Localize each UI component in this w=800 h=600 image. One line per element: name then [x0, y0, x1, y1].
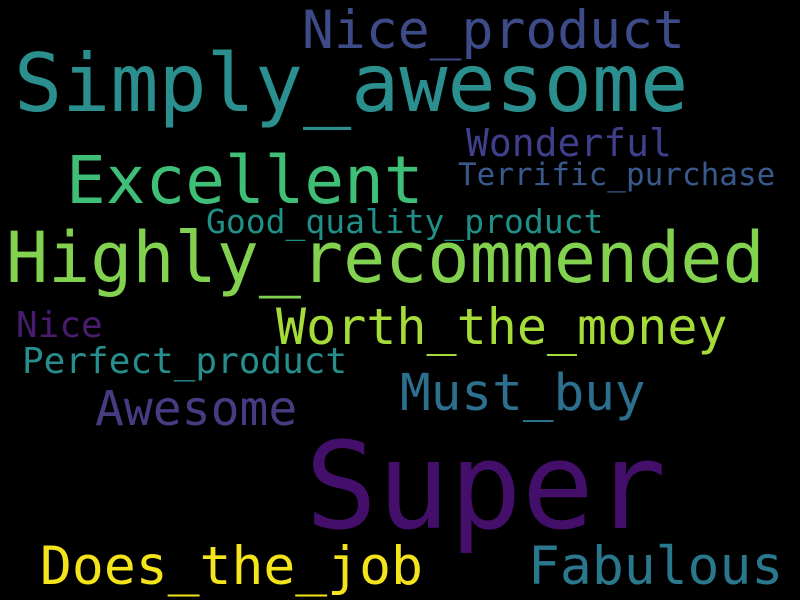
word-fabulous: Fabulous	[528, 536, 784, 597]
word-worth-the-money: Worth_the_money	[276, 298, 728, 356]
word-awesome: Awesome	[95, 381, 298, 437]
word-excellent: Excellent	[66, 142, 424, 219]
word-super: Super	[305, 418, 667, 557]
word-must-buy: Must_buy	[400, 364, 646, 423]
word-simply-awesome: Simply_awesome	[14, 37, 689, 130]
word-good-quality-product: Good_quality_product	[206, 202, 604, 241]
word-perfect-product: Perfect_product	[22, 341, 348, 382]
word-wonderful: Wonderful	[466, 121, 672, 165]
word-terrific-purchase: Terrific_purchase	[458, 157, 776, 193]
word-does-the-job: Does_the_job	[40, 536, 423, 597]
word-nice-product: Nice_product	[302, 0, 685, 61]
word-highly-recommended: Highly_recommended	[6, 217, 765, 299]
word-nice: Nice	[16, 305, 103, 346]
